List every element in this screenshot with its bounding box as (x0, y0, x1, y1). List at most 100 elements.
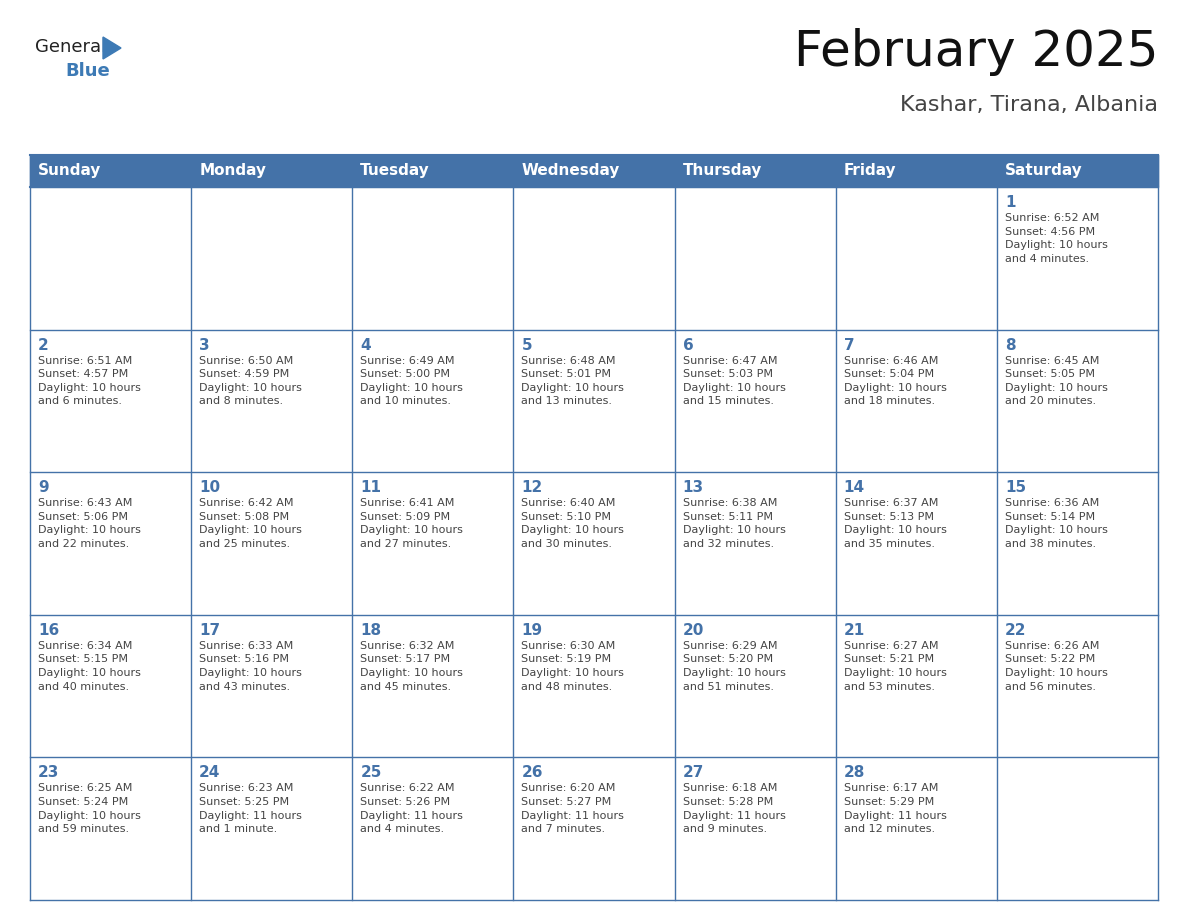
Bar (30, 472, 191, 615)
Text: Friday: Friday (843, 163, 896, 178)
Bar (513, 330, 675, 472)
Text: Sunrise: 6:42 AM
Sunset: 5:08 PM
Daylight: 10 hours
and 25 minutes.: Sunrise: 6:42 AM Sunset: 5:08 PM Dayligh… (200, 498, 302, 549)
Bar (997, 472, 1158, 615)
Text: Sunrise: 6:37 AM
Sunset: 5:13 PM
Daylight: 10 hours
and 35 minutes.: Sunrise: 6:37 AM Sunset: 5:13 PM Dayligh… (843, 498, 947, 549)
Text: Monday: Monday (200, 163, 266, 178)
Text: Sunrise: 6:51 AM
Sunset: 4:57 PM
Daylight: 10 hours
and 6 minutes.: Sunrise: 6:51 AM Sunset: 4:57 PM Dayligh… (38, 355, 141, 407)
Text: 22: 22 (1005, 622, 1026, 638)
Text: 25: 25 (360, 766, 381, 780)
Bar (513, 187, 675, 330)
Text: 2: 2 (38, 338, 49, 353)
Bar (675, 615, 835, 757)
Text: February 2025: February 2025 (794, 28, 1158, 76)
Text: Sunrise: 6:23 AM
Sunset: 5:25 PM
Daylight: 11 hours
and 1 minute.: Sunrise: 6:23 AM Sunset: 5:25 PM Dayligh… (200, 783, 302, 834)
Bar (353, 187, 513, 330)
Bar (191, 330, 353, 472)
Text: 21: 21 (843, 622, 865, 638)
Text: Sunrise: 6:43 AM
Sunset: 5:06 PM
Daylight: 10 hours
and 22 minutes.: Sunrise: 6:43 AM Sunset: 5:06 PM Dayligh… (38, 498, 141, 549)
Text: Sunrise: 6:29 AM
Sunset: 5:20 PM
Daylight: 10 hours
and 51 minutes.: Sunrise: 6:29 AM Sunset: 5:20 PM Dayligh… (683, 641, 785, 691)
Bar (835, 472, 997, 615)
Text: 9: 9 (38, 480, 49, 495)
Bar (191, 187, 353, 330)
Text: Sunrise: 6:40 AM
Sunset: 5:10 PM
Daylight: 10 hours
and 30 minutes.: Sunrise: 6:40 AM Sunset: 5:10 PM Dayligh… (522, 498, 625, 549)
Bar (30, 330, 191, 472)
Bar (30, 155, 1158, 187)
Text: Sunrise: 6:48 AM
Sunset: 5:01 PM
Daylight: 10 hours
and 13 minutes.: Sunrise: 6:48 AM Sunset: 5:01 PM Dayligh… (522, 355, 625, 407)
Text: Kashar, Tirana, Albania: Kashar, Tirana, Albania (901, 95, 1158, 115)
Text: Sunrise: 6:34 AM
Sunset: 5:15 PM
Daylight: 10 hours
and 40 minutes.: Sunrise: 6:34 AM Sunset: 5:15 PM Dayligh… (38, 641, 141, 691)
Text: 28: 28 (843, 766, 865, 780)
Text: Sunrise: 6:46 AM
Sunset: 5:04 PM
Daylight: 10 hours
and 18 minutes.: Sunrise: 6:46 AM Sunset: 5:04 PM Dayligh… (843, 355, 947, 407)
Text: 12: 12 (522, 480, 543, 495)
Bar (513, 472, 675, 615)
Bar (997, 330, 1158, 472)
Bar (675, 330, 835, 472)
Bar (513, 757, 675, 900)
Bar (997, 615, 1158, 757)
Text: Sunrise: 6:30 AM
Sunset: 5:19 PM
Daylight: 10 hours
and 48 minutes.: Sunrise: 6:30 AM Sunset: 5:19 PM Dayligh… (522, 641, 625, 691)
Text: 15: 15 (1005, 480, 1026, 495)
Text: Sunrise: 6:52 AM
Sunset: 4:56 PM
Daylight: 10 hours
and 4 minutes.: Sunrise: 6:52 AM Sunset: 4:56 PM Dayligh… (1005, 213, 1107, 263)
Bar (191, 472, 353, 615)
Text: 7: 7 (843, 338, 854, 353)
Text: Sunrise: 6:33 AM
Sunset: 5:16 PM
Daylight: 10 hours
and 43 minutes.: Sunrise: 6:33 AM Sunset: 5:16 PM Dayligh… (200, 641, 302, 691)
Text: 13: 13 (683, 480, 703, 495)
Bar (675, 757, 835, 900)
Bar (675, 187, 835, 330)
Text: 20: 20 (683, 622, 704, 638)
Bar (835, 330, 997, 472)
Bar (353, 757, 513, 900)
Text: 4: 4 (360, 338, 371, 353)
Bar (191, 757, 353, 900)
Text: Blue: Blue (65, 62, 109, 80)
Text: 23: 23 (38, 766, 59, 780)
Text: 17: 17 (200, 622, 220, 638)
Text: Sunrise: 6:41 AM
Sunset: 5:09 PM
Daylight: 10 hours
and 27 minutes.: Sunrise: 6:41 AM Sunset: 5:09 PM Dayligh… (360, 498, 463, 549)
Text: Sunrise: 6:25 AM
Sunset: 5:24 PM
Daylight: 10 hours
and 59 minutes.: Sunrise: 6:25 AM Sunset: 5:24 PM Dayligh… (38, 783, 141, 834)
Text: Sunrise: 6:36 AM
Sunset: 5:14 PM
Daylight: 10 hours
and 38 minutes.: Sunrise: 6:36 AM Sunset: 5:14 PM Dayligh… (1005, 498, 1107, 549)
Bar (997, 757, 1158, 900)
Polygon shape (103, 37, 121, 59)
Bar (353, 615, 513, 757)
Bar (30, 615, 191, 757)
Text: 19: 19 (522, 622, 543, 638)
Text: 27: 27 (683, 766, 704, 780)
Bar (513, 615, 675, 757)
Text: 16: 16 (38, 622, 59, 638)
Bar (353, 472, 513, 615)
Text: 24: 24 (200, 766, 221, 780)
Text: Sunrise: 6:32 AM
Sunset: 5:17 PM
Daylight: 10 hours
and 45 minutes.: Sunrise: 6:32 AM Sunset: 5:17 PM Dayligh… (360, 641, 463, 691)
Text: 18: 18 (360, 622, 381, 638)
Text: Sunrise: 6:17 AM
Sunset: 5:29 PM
Daylight: 11 hours
and 12 minutes.: Sunrise: 6:17 AM Sunset: 5:29 PM Dayligh… (843, 783, 947, 834)
Text: Sunrise: 6:47 AM
Sunset: 5:03 PM
Daylight: 10 hours
and 15 minutes.: Sunrise: 6:47 AM Sunset: 5:03 PM Dayligh… (683, 355, 785, 407)
Text: General: General (34, 38, 106, 56)
Text: Wednesday: Wednesday (522, 163, 620, 178)
Text: 14: 14 (843, 480, 865, 495)
Text: Sunrise: 6:26 AM
Sunset: 5:22 PM
Daylight: 10 hours
and 56 minutes.: Sunrise: 6:26 AM Sunset: 5:22 PM Dayligh… (1005, 641, 1107, 691)
Text: Sunrise: 6:45 AM
Sunset: 5:05 PM
Daylight: 10 hours
and 20 minutes.: Sunrise: 6:45 AM Sunset: 5:05 PM Dayligh… (1005, 355, 1107, 407)
Text: 10: 10 (200, 480, 220, 495)
Bar (835, 187, 997, 330)
Text: Sunrise: 6:22 AM
Sunset: 5:26 PM
Daylight: 11 hours
and 4 minutes.: Sunrise: 6:22 AM Sunset: 5:26 PM Dayligh… (360, 783, 463, 834)
Bar (30, 757, 191, 900)
Text: Saturday: Saturday (1005, 163, 1082, 178)
Text: 26: 26 (522, 766, 543, 780)
Text: Sunrise: 6:18 AM
Sunset: 5:28 PM
Daylight: 11 hours
and 9 minutes.: Sunrise: 6:18 AM Sunset: 5:28 PM Dayligh… (683, 783, 785, 834)
Text: 8: 8 (1005, 338, 1016, 353)
Bar (675, 472, 835, 615)
Text: Sunrise: 6:27 AM
Sunset: 5:21 PM
Daylight: 10 hours
and 53 minutes.: Sunrise: 6:27 AM Sunset: 5:21 PM Dayligh… (843, 641, 947, 691)
Text: 3: 3 (200, 338, 210, 353)
Bar (191, 615, 353, 757)
Text: Sunday: Sunday (38, 163, 101, 178)
Text: Sunrise: 6:49 AM
Sunset: 5:00 PM
Daylight: 10 hours
and 10 minutes.: Sunrise: 6:49 AM Sunset: 5:00 PM Dayligh… (360, 355, 463, 407)
Text: 1: 1 (1005, 195, 1016, 210)
Text: Sunrise: 6:50 AM
Sunset: 4:59 PM
Daylight: 10 hours
and 8 minutes.: Sunrise: 6:50 AM Sunset: 4:59 PM Dayligh… (200, 355, 302, 407)
Text: 11: 11 (360, 480, 381, 495)
Text: Sunrise: 6:20 AM
Sunset: 5:27 PM
Daylight: 11 hours
and 7 minutes.: Sunrise: 6:20 AM Sunset: 5:27 PM Dayligh… (522, 783, 625, 834)
Text: Sunrise: 6:38 AM
Sunset: 5:11 PM
Daylight: 10 hours
and 32 minutes.: Sunrise: 6:38 AM Sunset: 5:11 PM Dayligh… (683, 498, 785, 549)
Bar (30, 187, 191, 330)
Bar (835, 757, 997, 900)
Text: 5: 5 (522, 338, 532, 353)
Bar (353, 330, 513, 472)
Text: 6: 6 (683, 338, 694, 353)
